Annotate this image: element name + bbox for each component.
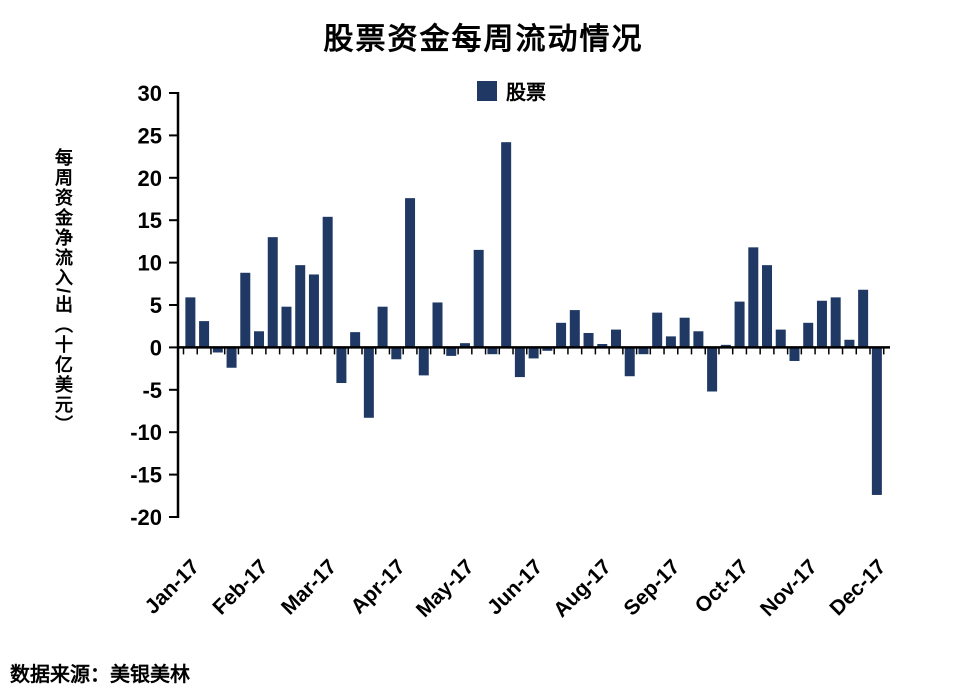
bar-week-35: [652, 312, 663, 348]
x-tick-label: Sep-17: [619, 555, 684, 620]
bar-week-32: [611, 329, 621, 348]
bar-week-38: [693, 331, 704, 348]
y-tick-label: -5: [142, 378, 162, 403]
bar-week-22: [473, 249, 484, 348]
bar-week-18: [418, 347, 429, 376]
page-title: 股票资金每周流动情况: [323, 23, 644, 56]
y-axis-title: 每周资金净流入/出（十亿美元）: [53, 148, 73, 436]
y-tick-label: -15: [130, 463, 162, 488]
bar-week-31: [597, 344, 608, 348]
bar-week-5: [240, 272, 251, 348]
y-tick-label: 20: [138, 166, 162, 191]
bar-week-4: [226, 347, 237, 368]
bar-week-41: [734, 301, 745, 348]
bar-week-30: [583, 332, 594, 348]
bar-week-48: [830, 297, 841, 348]
bar-week-23: [487, 347, 498, 355]
bar-week-25: [514, 347, 525, 378]
bar-week-28: [556, 322, 567, 348]
bar-week-10: [308, 274, 319, 348]
y-tick-label: 10: [138, 251, 162, 276]
bar-week-49: [844, 339, 855, 348]
x-tick-label: Feb-17: [208, 555, 272, 619]
bar-week-46: [803, 322, 814, 348]
bar-week-39: [707, 347, 718, 392]
bar-week-34: [638, 347, 649, 355]
x-tick-label: Jun-17: [483, 555, 547, 619]
bar-week-19: [432, 302, 443, 348]
legend-label: 股票: [506, 82, 546, 104]
bar-week-24: [501, 142, 512, 348]
x-tick-label: Nov-17: [756, 555, 822, 621]
x-tick-label: Apr-17: [347, 555, 410, 618]
bar-week-47: [816, 300, 827, 348]
bar-week-43: [762, 265, 773, 348]
bar-week-42: [748, 247, 759, 348]
bar-week-51: [871, 347, 882, 495]
bar-week-36: [665, 336, 676, 348]
bar-week-6: [254, 331, 265, 348]
bar-week-13: [350, 332, 361, 348]
bar-week-50: [858, 289, 869, 348]
bar-week-33: [624, 347, 635, 377]
bar-week-7: [267, 237, 278, 348]
bar-week-14: [363, 347, 374, 418]
bar-week-29: [569, 310, 580, 348]
x-tick-label: Aug-17: [549, 555, 616, 622]
legend-swatch-icon: [477, 80, 497, 101]
bar-week-44: [775, 329, 786, 348]
y-tick-label: 25: [138, 123, 162, 148]
legend: 股票: [28, 76, 967, 105]
y-tick-label: 15: [138, 208, 162, 233]
bar-week-17: [405, 198, 416, 348]
bar-week-45: [789, 347, 800, 361]
bar-week-3: [212, 347, 223, 353]
bar-week-26: [528, 347, 539, 359]
bar-week-11: [322, 216, 333, 348]
y-tick-label: -20: [130, 505, 162, 530]
bar-week-27: [542, 347, 553, 351]
bar-week-16: [391, 347, 402, 360]
y-tick-label: -10: [130, 420, 162, 445]
bar-week-37: [679, 317, 690, 348]
y-tick-label: 30: [138, 81, 162, 106]
x-tick-label: Jan-17: [141, 555, 204, 618]
x-tick-label: Mar-17: [277, 555, 341, 619]
x-tick-label: Dec-17: [825, 555, 890, 620]
bar-week-9: [295, 265, 306, 348]
bar-week-12: [336, 347, 347, 384]
y-tick-label: 0: [150, 335, 162, 360]
source-note: 数据来源：美银美林: [10, 664, 190, 686]
bar-week-21: [459, 343, 470, 348]
y-tick-label: 5: [150, 293, 162, 318]
bar-week-2: [199, 321, 210, 348]
bar-week-40: [720, 344, 731, 348]
x-tick-label: Oct-17: [691, 555, 753, 617]
x-tick-label: May-17: [412, 555, 479, 622]
bar-week-20: [446, 347, 457, 356]
bar-week-1: [185, 297, 196, 348]
bar-week-15: [377, 306, 388, 348]
bar-week-8: [281, 306, 292, 348]
